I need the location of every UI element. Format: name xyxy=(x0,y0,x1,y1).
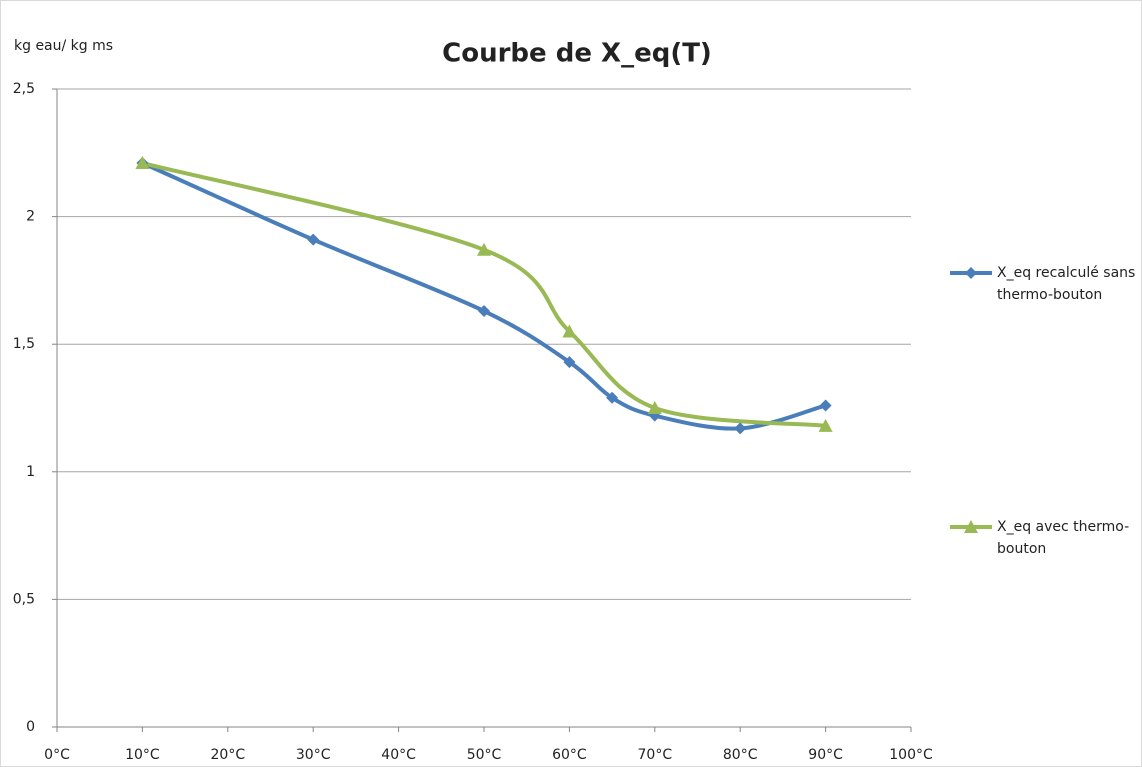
legend-marker xyxy=(965,267,977,279)
x-tick-label: 10°C xyxy=(125,747,160,763)
data-point xyxy=(647,401,662,414)
x-tick-label: 50°C xyxy=(467,747,502,763)
data-point xyxy=(477,242,491,256)
series-line xyxy=(141,161,826,428)
x-tick-label: 70°C xyxy=(638,747,673,763)
data-point xyxy=(563,356,576,369)
y-axis-label: kg eau/ kg ms xyxy=(14,38,113,54)
x-tick-label: 40°C xyxy=(381,747,416,763)
y-tick-label: 0,5 xyxy=(13,591,35,607)
data-point xyxy=(307,233,320,246)
data-point xyxy=(606,391,619,404)
y-tick-label: 2 xyxy=(26,209,35,225)
legend-label: X_eq recalculé sans thermo-bouton xyxy=(997,265,1136,303)
data-point xyxy=(478,305,490,318)
legend-label: X_eq avec thermo-bouton xyxy=(997,519,1130,557)
legend-marker xyxy=(964,520,978,533)
y-tick-label: 1,5 xyxy=(13,336,35,352)
x-tick-label: 90°C xyxy=(808,747,843,763)
x-tick-label: 30°C xyxy=(296,747,331,763)
x-tick-label: 100°C xyxy=(889,747,933,763)
data-point xyxy=(818,418,833,432)
data-point xyxy=(562,324,577,338)
data-point xyxy=(135,156,150,170)
x-tick-label: 60°C xyxy=(552,747,587,763)
x-tick-label: 20°C xyxy=(211,747,246,763)
x-tick-label: 80°C xyxy=(723,747,758,763)
chart-title: Courbe de X_eq(T) xyxy=(442,39,712,69)
y-tick-label: 2,5 xyxy=(13,81,35,97)
y-tick-label: 0 xyxy=(26,719,35,735)
data-point xyxy=(819,399,832,412)
y-tick-label: 1 xyxy=(26,464,35,480)
x-tick-label: 0°C xyxy=(44,747,70,763)
data-point xyxy=(734,422,747,435)
